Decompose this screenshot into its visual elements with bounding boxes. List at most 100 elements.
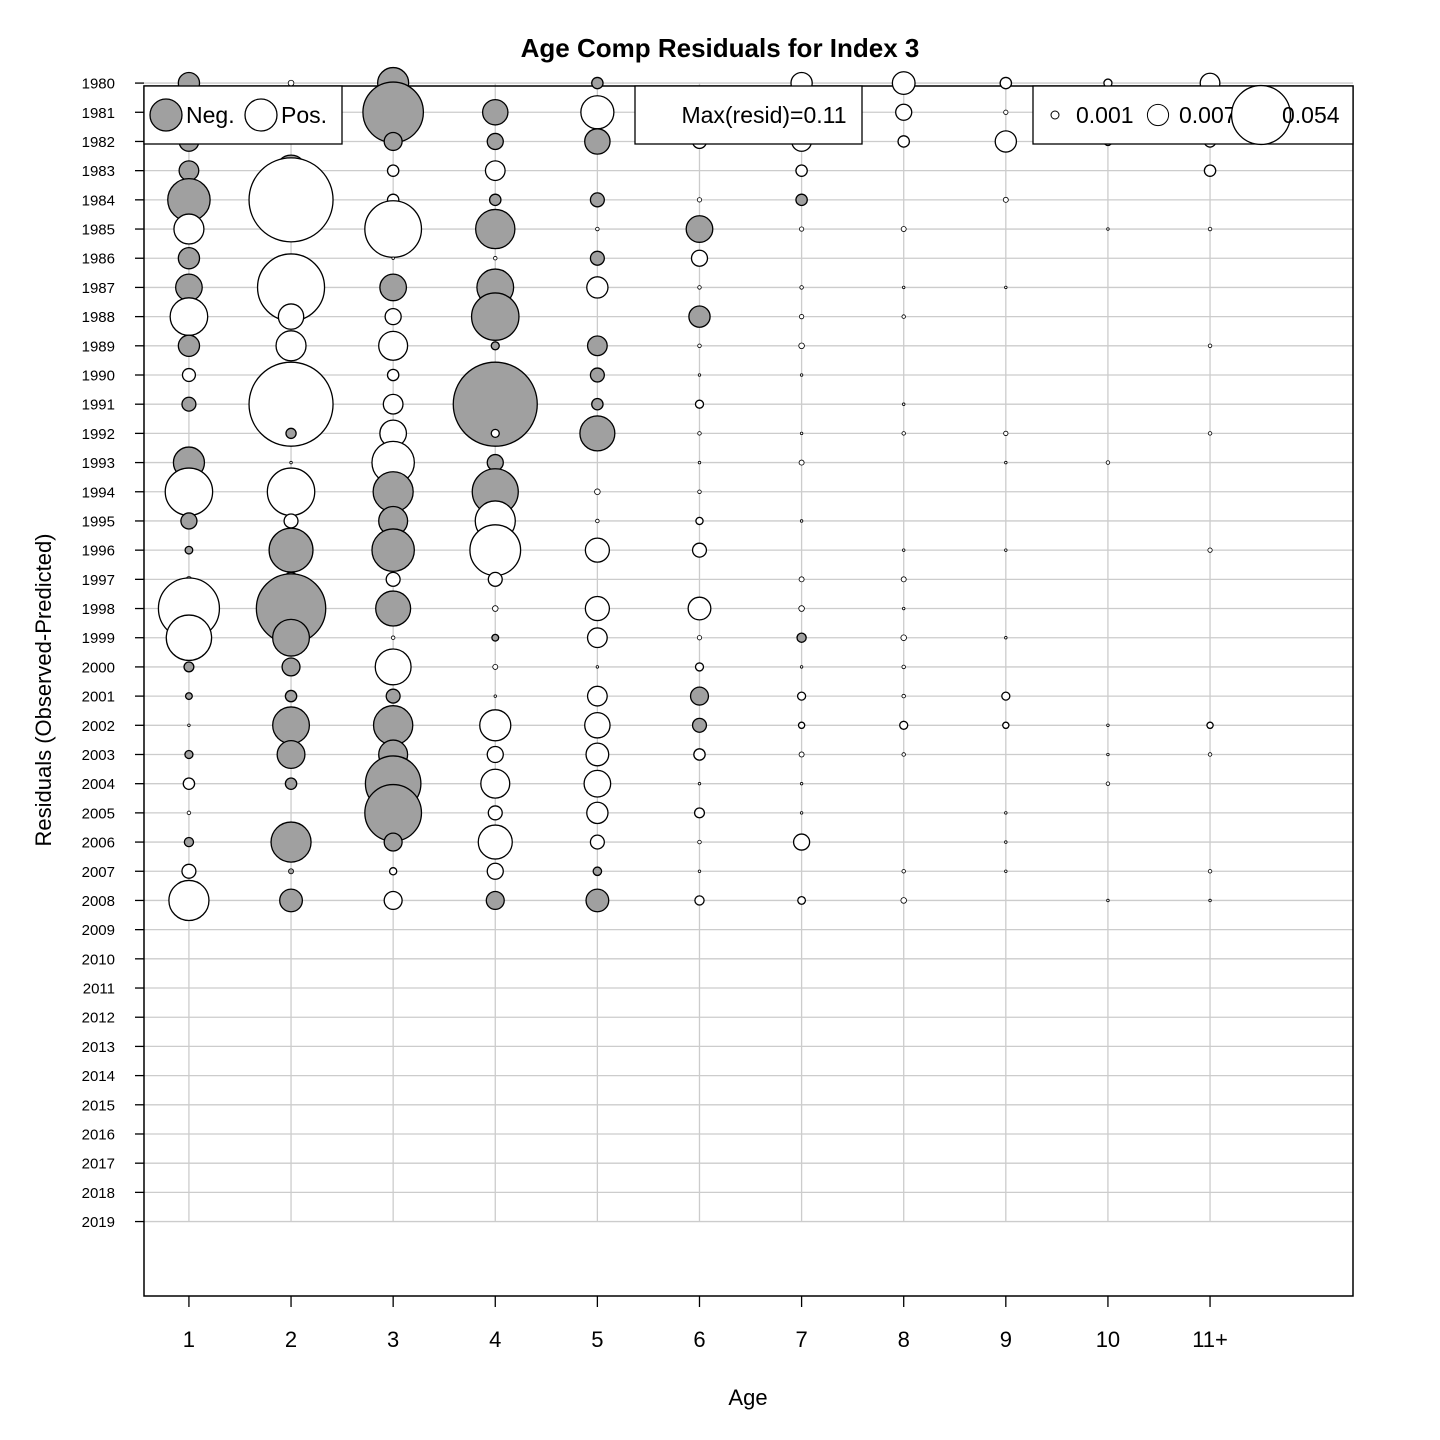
legend-size-label-medium: 0.007 [1179, 102, 1237, 128]
residual-bubble [177, 334, 201, 358]
residual-bubble [277, 303, 305, 330]
residual-bubble [492, 663, 499, 670]
residual-bubble [386, 164, 400, 177]
residual-bubble [1002, 721, 1010, 730]
y-tick-label: 2008 [82, 893, 115, 910]
y-tick-label: 1981 [82, 105, 115, 122]
residual-bubble [481, 98, 509, 126]
y-tick-label: 1985 [82, 222, 115, 239]
residual-bubble [1004, 548, 1008, 552]
residual-bubble [900, 576, 907, 583]
residual-bubble [266, 467, 316, 517]
residual-bubble [688, 305, 711, 328]
residual-bubble [1004, 811, 1008, 815]
residual-bubble [902, 402, 906, 406]
residual-bubble [177, 246, 201, 270]
residual-bubble [687, 596, 712, 621]
residual-bubble [181, 367, 197, 383]
residual-bubble [799, 782, 804, 786]
y-tick-label: 1988 [82, 309, 115, 326]
x-tick-label: 3 [387, 1327, 399, 1352]
residual-bubble [697, 285, 702, 290]
residual-bubble [183, 661, 195, 673]
residual-bubble [490, 341, 500, 351]
residual-bubble [584, 711, 611, 739]
y-tick-label: 1995 [82, 513, 115, 530]
y-tick-label: 2011 [83, 981, 115, 998]
residual-bubble [902, 606, 906, 611]
residual-bubble [388, 867, 398, 876]
residual-bubble [1207, 226, 1213, 232]
y-tick-label: 2016 [82, 1126, 115, 1143]
residual-bubble [585, 742, 610, 767]
residual-bubble [284, 689, 298, 703]
residual-bubble [272, 618, 311, 657]
y-tick-label: 2018 [82, 1185, 115, 1202]
residual-bubble [174, 273, 203, 302]
residual-bubble [169, 297, 209, 337]
residual-bubble [697, 343, 702, 348]
residual-bubble [391, 256, 395, 260]
residual-bubble [181, 396, 197, 412]
y-tick-label: 1996 [82, 543, 115, 560]
residual-bubble [693, 807, 706, 819]
x-tick-label: 5 [591, 1327, 603, 1352]
residual-bubble [173, 213, 205, 245]
legend-size-swatch-small [1050, 110, 1060, 120]
residual-bubble [795, 193, 808, 207]
residual-bubble [589, 367, 605, 383]
residual-bubble [283, 513, 299, 529]
residual-bubble [180, 512, 198, 530]
residual-bubble [390, 635, 396, 640]
residual-bubble [798, 751, 805, 758]
residual-bubble [697, 460, 702, 465]
residual-bubble [491, 633, 500, 642]
residual-bubble [595, 518, 600, 524]
residual-bubble [287, 79, 295, 87]
residual-bubble [484, 160, 506, 182]
y-tick-label: 1986 [82, 251, 115, 268]
residual-bubble [285, 427, 297, 440]
residual-bubble [1106, 227, 1110, 231]
residual-bubble [184, 692, 193, 701]
y-tick-label: 1994 [82, 484, 115, 501]
x-axis: 1 2 3 4 5 6 7 8 9 10 11+ [183, 1296, 1228, 1352]
residual-bubble [474, 208, 516, 250]
residual-bubble [696, 635, 703, 641]
residual-bubble [697, 431, 702, 436]
residual-bubble [589, 834, 605, 850]
residual-bubble [799, 285, 804, 290]
residual-bubble [586, 685, 608, 707]
residual-bubble [999, 76, 1013, 90]
residual-bubble [697, 489, 702, 494]
residual-bubble [594, 488, 601, 495]
residual-bubble [492, 605, 499, 612]
residual-bubble [795, 164, 808, 177]
residual-bubble [589, 250, 605, 266]
y-tick-label: 2003 [82, 747, 115, 764]
residual-bubble [375, 590, 412, 627]
residual-bubble [184, 749, 194, 760]
residual-bubble [379, 273, 408, 302]
residual-bubble [493, 256, 498, 261]
residual-bubble [184, 545, 194, 555]
x-axis-label: Age [728, 1385, 767, 1410]
x-tick-label: 1 [183, 1327, 195, 1352]
residual-bubble [697, 869, 702, 873]
legend-max-resid-label: Max(resid)=0.11 [681, 102, 846, 128]
residual-bubble [248, 157, 334, 243]
residual-bubble [697, 839, 702, 845]
residual-bubble [178, 160, 200, 182]
legend-sign: Neg. Pos. [143, 85, 343, 145]
residual-bubble [694, 662, 705, 672]
residual-bubble [268, 527, 314, 573]
residual-bubble [1004, 285, 1008, 290]
residual-bubble [1105, 460, 1111, 465]
residual-bubble [1003, 430, 1009, 436]
residual-bubble [187, 723, 191, 727]
y-tick-label: 2019 [82, 1214, 115, 1231]
x-tick-label: 8 [898, 1327, 910, 1352]
legend-positive-label: Pos. [281, 102, 327, 128]
residual-bubble [690, 249, 709, 267]
legend-negative-label: Neg. [186, 102, 235, 128]
